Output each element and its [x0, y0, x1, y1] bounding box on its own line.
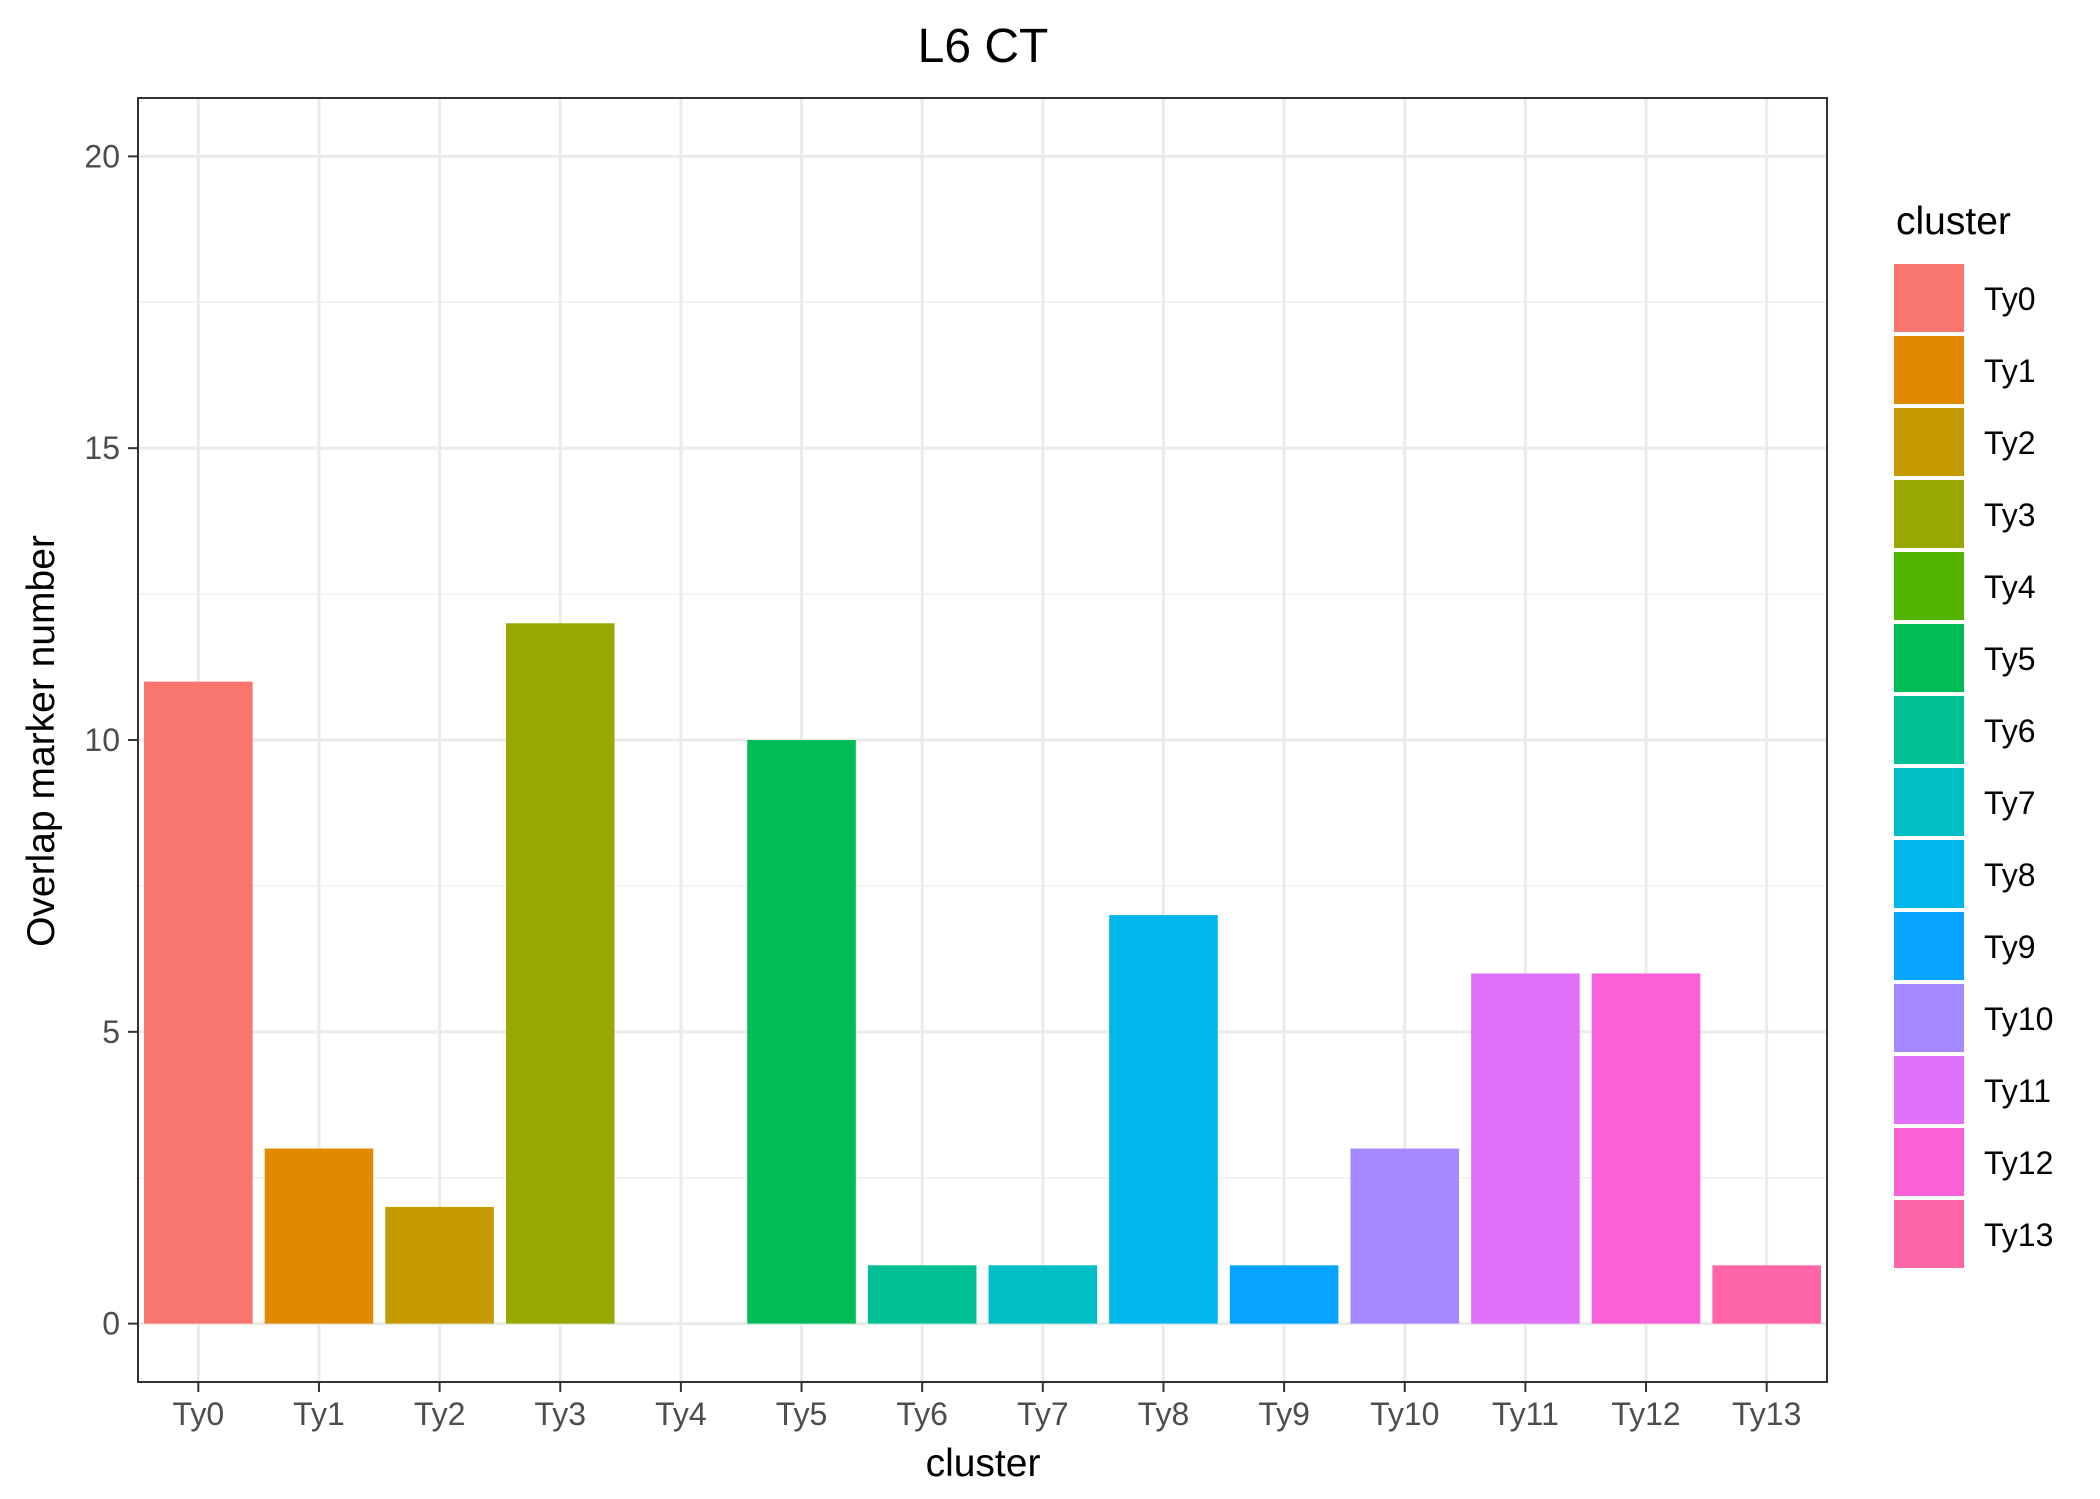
bar-ty5 — [747, 740, 856, 1324]
x-axis-title: cluster — [926, 1442, 1041, 1485]
x-tick-label: Ty9 — [1258, 1396, 1310, 1432]
legend-label: Ty6 — [1984, 713, 2036, 749]
legend-label: Ty2 — [1984, 425, 2036, 461]
legend-key-ty9 — [1894, 912, 1964, 980]
legend-label: Ty11 — [1984, 1073, 2051, 1109]
y-tick-label: 10 — [84, 722, 120, 758]
legend-label: Ty8 — [1984, 857, 2036, 893]
x-tick-label: Ty3 — [534, 1396, 586, 1432]
legend-label: Ty9 — [1984, 929, 2036, 965]
legend-label: Ty13 — [1984, 1217, 2053, 1253]
legend-key-ty12 — [1894, 1128, 1964, 1196]
bar-ty12 — [1591, 973, 1701, 1324]
x-tick-label: Ty0 — [173, 1396, 225, 1432]
bar-ty13 — [1712, 1265, 1821, 1324]
bars — [144, 623, 1821, 1324]
x-tick-label: Ty1 — [293, 1396, 345, 1432]
y-axis-title: Overlap marker number — [20, 535, 63, 947]
x-tick-label: Ty5 — [776, 1396, 828, 1432]
plot-panel — [137, 97, 1828, 1383]
x-tick-label: Ty7 — [1017, 1396, 1069, 1432]
legend-label: Ty4 — [1984, 569, 2036, 605]
legend-key-ty4 — [1894, 552, 1964, 620]
legend-key-ty5 — [1894, 624, 1964, 692]
y-tick-label: 15 — [84, 430, 120, 466]
bar-ty7 — [988, 1265, 1098, 1324]
legend-label: Ty10 — [1984, 1001, 2053, 1037]
x-tick-label: Ty12 — [1611, 1396, 1680, 1432]
x-tick-label: Ty2 — [414, 1396, 466, 1432]
bar-ty2 — [385, 1206, 494, 1324]
x-tick-label: Ty6 — [896, 1396, 948, 1432]
y-tick-label: 0 — [102, 1306, 120, 1342]
x-tick-label: Ty13 — [1732, 1396, 1801, 1432]
legend-key-ty10 — [1894, 984, 1964, 1052]
legend-key-ty3 — [1894, 480, 1964, 548]
legend-items: Ty0 Ty1 Ty2 Ty3 Ty4 Ty5 Ty6 Ty7 Ty8 Ty9 Ty10 Ty11 Ty… — [1894, 264, 2053, 1268]
legend-key-ty6 — [1894, 696, 1964, 764]
legend-key-ty8 — [1894, 840, 1964, 908]
bar-ty9 — [1229, 1265, 1339, 1324]
x-tick-label: Ty4 — [655, 1396, 707, 1432]
x-tick-label: Ty11 — [1492, 1396, 1559, 1432]
legend-label: Ty5 — [1984, 641, 2036, 677]
x-tick-label: Ty10 — [1370, 1396, 1439, 1432]
y-tick-label: 20 — [84, 138, 120, 174]
legend: cluster Ty0Ty1Ty2Ty3Ty4Ty5Ty6Ty7Ty8Ty9Ty… — [1894, 200, 2053, 1268]
legend-label: Ty7 — [1984, 785, 2036, 821]
bar-ty8 — [1109, 915, 1218, 1324]
y-axis: 0 5 10 15 20 — [84, 138, 138, 1342]
legend-key-ty0 — [1894, 264, 1964, 332]
legend-key-ty7 — [1894, 768, 1964, 836]
bar-ty3 — [505, 623, 615, 1324]
bar-ty1 — [264, 1148, 374, 1324]
legend-label: Ty0 — [1984, 281, 2036, 317]
legend-key-ty2 — [1894, 408, 1964, 476]
legend-title: cluster — [1896, 200, 2011, 243]
legend-key-ty11 — [1894, 1056, 1964, 1124]
legend-label: Ty3 — [1984, 497, 2036, 533]
y-tick-label: 5 — [102, 1014, 120, 1050]
legend-key-ty1 — [1894, 336, 1964, 404]
bar-ty0 — [144, 681, 253, 1324]
chart-title: L6 CT — [918, 20, 1049, 73]
bar-ty10 — [1350, 1148, 1460, 1324]
bar-ty11 — [1471, 973, 1580, 1324]
x-axis: Ty0 Ty1 Ty2 Ty3 Ty4 Ty5 Ty6 Ty7 Ty8 Ty9 Ty10 Ty11 Ty… — [173, 1382, 1801, 1432]
bar-ty6 — [867, 1265, 977, 1324]
legend-label: Ty1 — [1984, 353, 2036, 389]
legend-key-ty13 — [1894, 1200, 1964, 1268]
x-tick-label: Ty8 — [1138, 1396, 1190, 1432]
legend-label: Ty12 — [1984, 1145, 2053, 1181]
